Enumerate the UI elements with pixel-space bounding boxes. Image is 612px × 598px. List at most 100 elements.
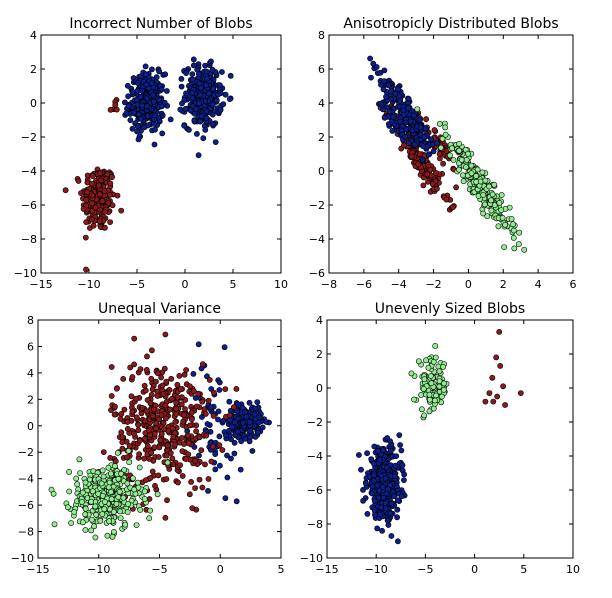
data-point	[388, 500, 395, 507]
data-point	[92, 534, 99, 541]
data-point	[136, 451, 142, 458]
data-point	[228, 455, 234, 462]
y-tick-label: 2	[30, 63, 37, 76]
data-point	[182, 106, 189, 112]
data-point	[212, 451, 219, 457]
data-point	[376, 511, 383, 518]
data-point	[137, 73, 144, 80]
data-point	[508, 215, 515, 222]
data-point	[403, 126, 410, 133]
x-tick-label: −10	[365, 563, 388, 576]
x-tick-label: 5	[520, 563, 527, 576]
x-tick-label: −15	[29, 278, 52, 291]
data-point	[89, 488, 96, 495]
data-point	[202, 126, 209, 133]
data-point	[142, 418, 149, 425]
data-point	[156, 444, 163, 451]
data-point	[208, 58, 214, 65]
data-point	[163, 476, 170, 482]
data-point	[150, 92, 156, 98]
data-point	[387, 510, 394, 517]
data-point	[360, 497, 366, 504]
data-point	[125, 447, 132, 454]
data-point	[100, 473, 107, 480]
data-point	[355, 452, 362, 458]
data-point	[370, 477, 377, 484]
data-point	[453, 184, 459, 191]
data-point	[153, 74, 160, 81]
x-tick-label: 0	[465, 278, 472, 291]
data-point	[137, 506, 144, 513]
data-point	[203, 115, 210, 121]
y-tick-label: −8	[18, 526, 34, 539]
data-point	[193, 428, 199, 435]
y-tick-label: 4	[318, 97, 325, 110]
data-point	[500, 383, 506, 390]
data-point	[456, 166, 462, 173]
data-point	[115, 475, 122, 482]
data-point	[137, 366, 144, 373]
data-point	[400, 477, 407, 483]
data-point	[162, 331, 169, 338]
data-point	[62, 187, 69, 194]
data-point	[107, 106, 114, 113]
data-point	[74, 481, 81, 488]
data-point	[246, 419, 253, 425]
data-point	[134, 101, 141, 108]
data-point	[468, 170, 475, 177]
data-point	[173, 399, 180, 406]
points-layer	[48, 331, 272, 541]
data-point	[202, 410, 209, 417]
x-tick-label: 0	[217, 563, 224, 576]
data-point	[154, 491, 161, 498]
data-point	[441, 380, 447, 387]
data-point	[256, 414, 263, 421]
data-point	[114, 449, 121, 456]
data-point	[392, 90, 399, 97]
data-point	[189, 71, 196, 77]
data-point	[95, 182, 102, 189]
data-point	[152, 425, 159, 432]
data-point	[125, 501, 132, 507]
data-point	[136, 464, 143, 471]
data-point	[373, 64, 380, 70]
data-point	[155, 472, 162, 479]
data-point	[521, 246, 528, 253]
data-point	[164, 497, 170, 504]
data-point	[108, 489, 114, 495]
data-point	[80, 206, 87, 212]
x-tick-label: 5	[230, 278, 237, 291]
plot-frame	[40, 34, 282, 274]
data-point	[429, 180, 436, 187]
data-point	[208, 458, 215, 465]
data-point	[144, 103, 151, 110]
data-point	[222, 495, 229, 502]
data-point	[411, 396, 417, 403]
data-point	[496, 328, 503, 335]
data-point	[133, 414, 140, 421]
data-point	[180, 441, 187, 447]
data-point	[163, 452, 170, 459]
data-point	[198, 84, 204, 91]
data-point	[231, 439, 238, 446]
data-point	[133, 522, 140, 528]
data-point	[143, 81, 150, 88]
data-point	[394, 538, 401, 545]
y-tick-label: −10	[11, 552, 34, 565]
data-point	[177, 106, 184, 113]
data-point	[162, 514, 169, 521]
data-point	[89, 192, 96, 199]
data-point	[415, 161, 422, 168]
data-point	[82, 527, 89, 533]
x-tick-label: −6	[356, 278, 372, 291]
data-point	[117, 515, 124, 521]
data-point	[155, 454, 162, 460]
data-point	[456, 140, 462, 147]
data-point	[131, 361, 137, 368]
data-point	[371, 507, 378, 514]
data-point	[407, 118, 414, 125]
data-point	[82, 234, 89, 241]
data-point	[157, 437, 164, 444]
data-point	[177, 462, 183, 468]
data-point	[96, 218, 103, 225]
